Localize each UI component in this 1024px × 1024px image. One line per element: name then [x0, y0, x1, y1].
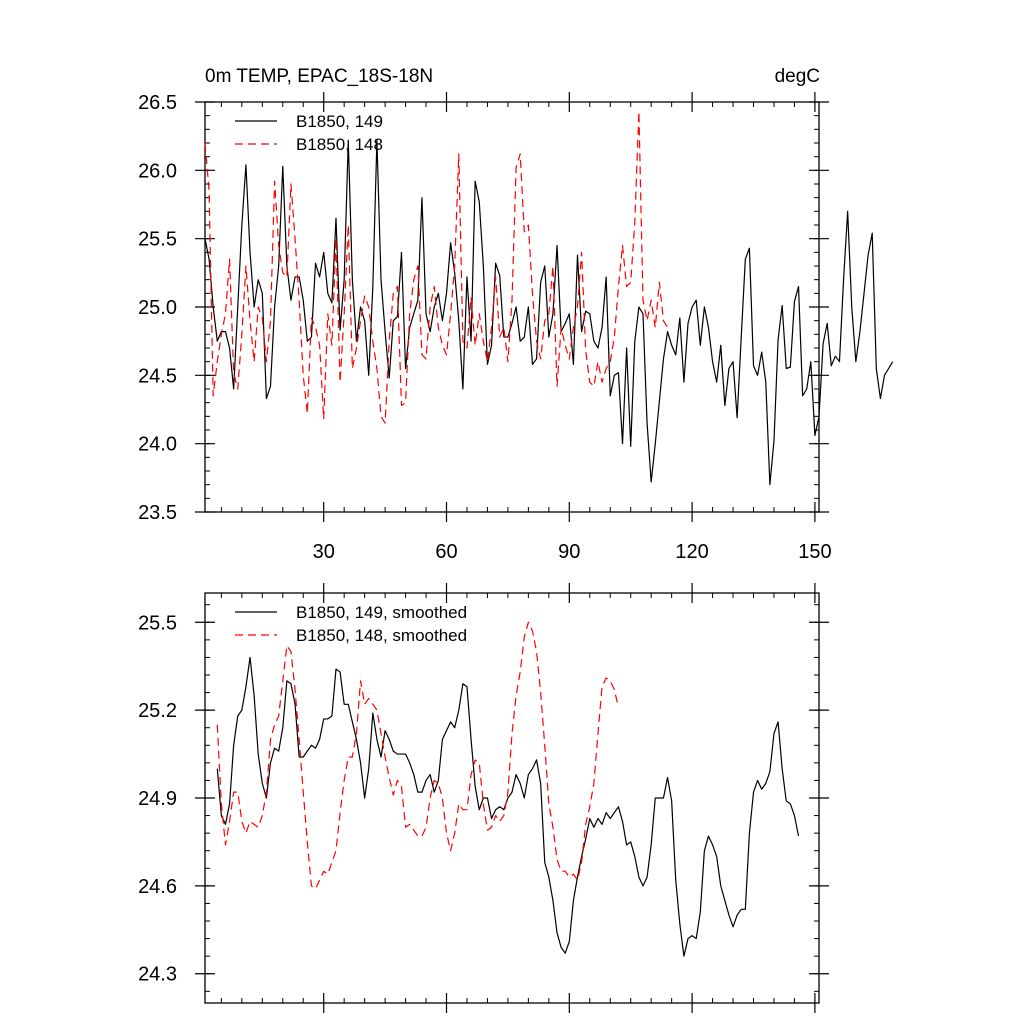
- bottom-panel: 24.3 24.6 24.9 25.2 25.5 B1850, 149, smoothed…: [138, 583, 829, 1013]
- bottom-series-line-1: [216, 656, 800, 957]
- bottom-y-tick-label: 25.5: [138, 612, 177, 634]
- top-y-tick-label: 25.0: [138, 297, 177, 319]
- top-panel-units: degC: [775, 66, 820, 87]
- top-series-line-1: [204, 139, 894, 486]
- top-x-tick-label: 120: [675, 541, 708, 563]
- top-plot-frame: [204, 101, 820, 513]
- top-y-tick-label: 24.5: [138, 365, 177, 387]
- bottom-y-tick-label: 24.6: [138, 876, 177, 898]
- bottom-plot-frame: [204, 592, 820, 1004]
- top-y-tick-label: 26.5: [138, 92, 177, 114]
- top-y-tick-label: 26.0: [138, 160, 177, 182]
- top-panel: 0m TEMP, EPAC_18S-18N degC 30 60 90 120 150 2…: [138, 66, 894, 563]
- top-series-line-2: [204, 110, 669, 424]
- top-x-tick-label: 150: [798, 541, 831, 563]
- bottom-y-tick-label: 24.9: [138, 788, 177, 810]
- top-y-tick-label: 23.5: [138, 502, 177, 524]
- bottom-legend-label-2: B1850, 148, smoothed: [296, 626, 467, 645]
- top-x-tick-label: 30: [313, 541, 335, 563]
- bottom-legend-label-1: B1850, 149, smoothed: [296, 603, 467, 622]
- bottom-y-tick-label: 24.3: [138, 964, 177, 986]
- top-legend-label-2: B1850, 148: [296, 135, 383, 154]
- top-panel-title: 0m TEMP, EPAC_18S-18N: [205, 66, 433, 87]
- top-y-tick-label: 25.5: [138, 229, 177, 251]
- top-x-tick-label: 60: [435, 541, 457, 563]
- top-x-tick-label: 90: [558, 541, 580, 563]
- bottom-y-tick-label: 25.2: [138, 700, 177, 722]
- top-y-tick-label: 24.0: [138, 434, 177, 456]
- bottom-series-line-2: [216, 621, 620, 890]
- top-legend-label-1: B1850, 149: [296, 112, 383, 131]
